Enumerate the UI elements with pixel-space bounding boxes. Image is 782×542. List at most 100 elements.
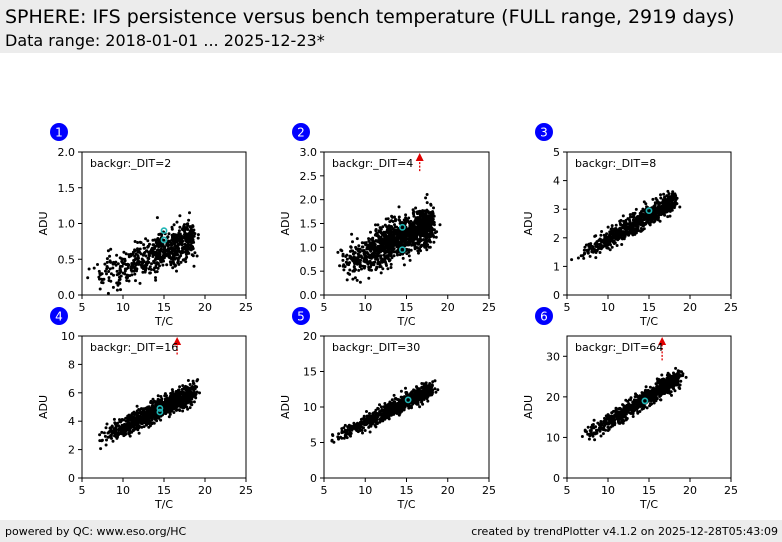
data-point xyxy=(147,257,151,261)
data-point xyxy=(429,211,433,214)
data-point xyxy=(371,412,375,416)
data-point xyxy=(421,238,425,242)
data-point xyxy=(87,267,91,271)
data-point xyxy=(135,404,139,408)
data-point xyxy=(358,422,362,426)
data-point xyxy=(170,249,174,253)
data-point xyxy=(372,253,376,257)
data-point xyxy=(372,263,376,267)
data-point xyxy=(605,246,609,250)
y-tick-label: 8 xyxy=(68,358,75,371)
data-point xyxy=(105,260,109,264)
data-point xyxy=(170,238,174,242)
data-point xyxy=(188,406,192,410)
data-point xyxy=(383,251,387,254)
data-point xyxy=(380,417,384,421)
data-point xyxy=(349,425,353,429)
data-point xyxy=(152,259,156,263)
data-point xyxy=(352,421,356,425)
data-point xyxy=(408,393,412,396)
panel-number: 1 xyxy=(55,126,63,140)
data-point xyxy=(112,260,115,264)
data-point xyxy=(143,265,147,269)
data-point xyxy=(175,269,178,273)
data-point xyxy=(379,240,383,244)
data-point xyxy=(604,239,608,243)
data-point xyxy=(644,385,648,389)
data-point xyxy=(418,240,421,244)
data-point xyxy=(397,215,401,219)
outlier-arrow-head xyxy=(173,337,182,345)
x-tick-label: 10 xyxy=(116,301,130,314)
y-tick-label: 0 xyxy=(553,289,560,302)
x-tick-label: 20 xyxy=(198,301,212,314)
data-point xyxy=(655,198,659,202)
data-point xyxy=(411,223,415,227)
data-point xyxy=(591,250,595,254)
data-point xyxy=(636,220,640,224)
data-point xyxy=(151,238,155,242)
data-point xyxy=(671,201,674,205)
data-point xyxy=(420,243,424,247)
data-point xyxy=(190,241,194,245)
data-point xyxy=(429,222,433,225)
data-point xyxy=(416,394,420,397)
data-point xyxy=(642,200,646,204)
data-point xyxy=(146,244,150,248)
data-point xyxy=(142,425,146,429)
data-point xyxy=(168,255,171,258)
data-point xyxy=(650,213,654,217)
data-point xyxy=(642,224,645,228)
data-point xyxy=(654,201,658,205)
data-point xyxy=(394,243,398,247)
data-point xyxy=(349,255,353,259)
data-point xyxy=(167,243,171,247)
data-point xyxy=(359,418,363,421)
data-point xyxy=(362,414,366,418)
data-point xyxy=(587,245,591,248)
highlight-point xyxy=(160,227,168,235)
data-point xyxy=(389,254,393,258)
data-point xyxy=(189,402,193,406)
data-point xyxy=(190,233,194,236)
x-axis-label: T/C xyxy=(396,315,415,328)
data-point xyxy=(146,406,150,410)
data-point xyxy=(348,268,352,272)
data-point xyxy=(616,230,620,233)
data-point xyxy=(186,232,190,236)
data-point xyxy=(166,403,170,407)
data-point xyxy=(341,258,345,262)
data-point xyxy=(175,246,179,250)
data-point xyxy=(170,397,174,401)
data-point xyxy=(401,256,405,260)
data-point xyxy=(111,266,115,270)
data-point xyxy=(124,252,128,256)
data-point xyxy=(371,243,375,247)
highlight-point xyxy=(398,246,406,254)
data-point xyxy=(351,269,355,273)
data-point xyxy=(345,262,349,265)
data-point xyxy=(117,278,121,282)
data-point xyxy=(111,439,115,443)
data-point xyxy=(176,238,180,242)
data-point xyxy=(588,254,592,258)
data-point xyxy=(149,268,153,271)
data-point xyxy=(633,219,637,223)
data-point xyxy=(370,263,373,267)
data-point xyxy=(381,414,385,417)
data-point xyxy=(150,418,154,422)
data-point xyxy=(425,396,429,399)
data-point xyxy=(615,235,619,239)
data-point xyxy=(140,257,144,261)
data-point xyxy=(338,264,342,268)
data-point xyxy=(593,247,596,251)
data-point xyxy=(398,406,402,410)
data-point xyxy=(174,403,178,407)
data-point xyxy=(188,211,191,215)
data-point xyxy=(363,417,367,421)
data-point xyxy=(393,397,397,401)
data-point xyxy=(151,397,155,401)
data-point xyxy=(379,405,383,409)
data-point xyxy=(606,429,610,432)
